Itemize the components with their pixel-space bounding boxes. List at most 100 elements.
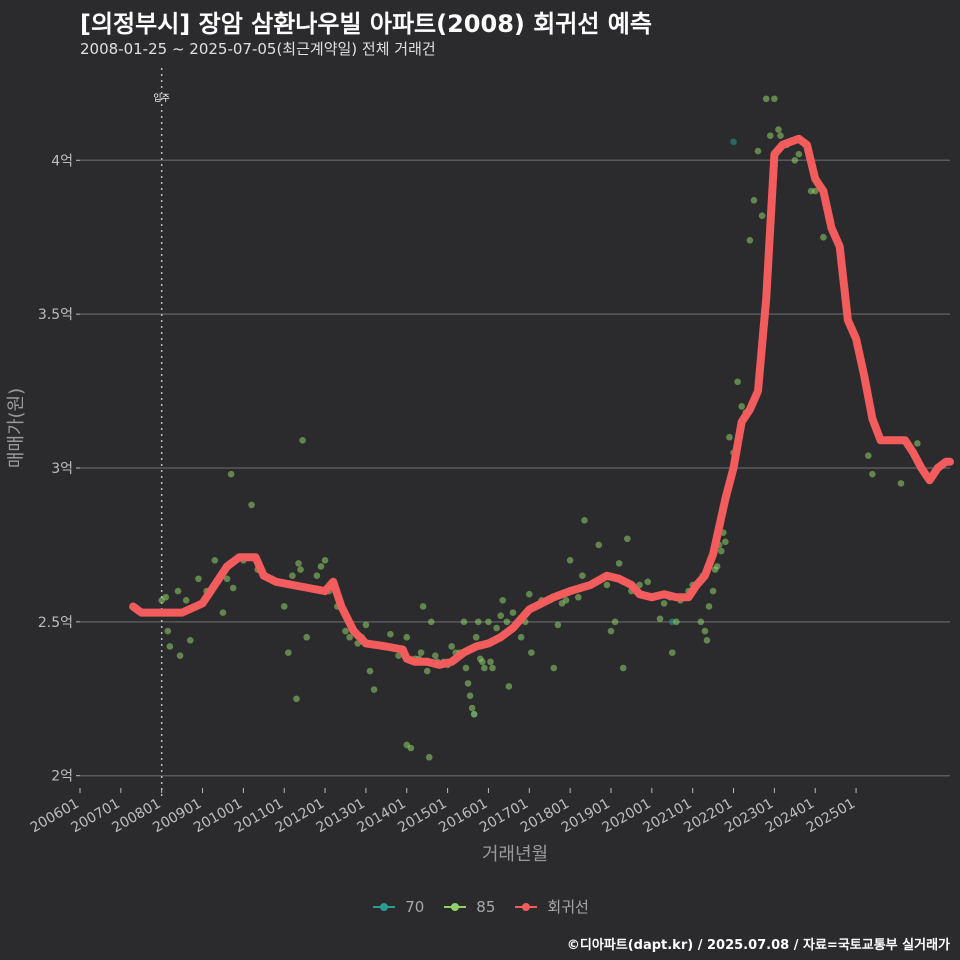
point-85-115: [703, 637, 711, 644]
point-85-104: [656, 615, 664, 623]
point-85-5: [176, 652, 184, 659]
legend-key-70: [371, 897, 397, 917]
point-85-61: [462, 664, 470, 672]
point-85-43: [387, 630, 394, 638]
point-85-98: [615, 560, 623, 567]
point-85-105: [660, 600, 668, 607]
regression-line: [129, 134, 954, 669]
point-85-94: [595, 541, 603, 549]
point-85-9: [195, 575, 202, 583]
y-axis-title: 매매가(원): [6, 388, 27, 468]
point-85-145: [869, 470, 876, 478]
chart-subtitle: 2008-01-25 ~ 2025-07-05(최근계약일) 전체 거래건: [80, 40, 436, 58]
point-85-135: [771, 95, 778, 103]
point-85-132: [758, 212, 766, 219]
point-85-97: [611, 618, 619, 626]
point-85-79: [509, 609, 517, 616]
footer-credit: ©디아파트(dapt.kr) / 2025.07.08 / 자료=국토교통부 실…: [566, 938, 950, 953]
point-85-80: [517, 633, 525, 641]
point-85-64: [468, 704, 476, 712]
point-85-90: [566, 557, 574, 564]
point-85-66: [472, 633, 480, 641]
point-85-89: [562, 597, 570, 604]
point-85-126: [734, 378, 741, 386]
point-85-31: [317, 563, 325, 570]
point-85-107: [668, 649, 676, 656]
point-85-108: [673, 618, 680, 626]
y-tick-label-2: 3억: [51, 461, 73, 477]
y-tick-label-3: 3.5억: [38, 307, 73, 323]
point-85-117: [709, 587, 717, 595]
point-85-57: [448, 643, 455, 650]
point-85-22: [280, 603, 288, 610]
point-85-78: [505, 683, 513, 690]
y-tick-label-1: 2.5억: [38, 615, 73, 631]
point-85-69: [479, 658, 486, 666]
annotation-group: 입주: [153, 68, 170, 798]
point-85-60: [460, 618, 468, 626]
legend-key-regression: [513, 897, 539, 917]
legend-label-70: 70: [405, 897, 425, 916]
x-axis-title: 거래년월: [482, 844, 548, 865]
point-85-36: [346, 633, 353, 641]
legend-item-70[interactable]: 70: [371, 896, 424, 917]
point-85-7: [186, 637, 194, 644]
point-85-41: [370, 686, 378, 693]
point-85-131: [754, 147, 762, 155]
point-85-70: [481, 664, 488, 672]
point-85-52: [427, 618, 435, 626]
point-85-35: [342, 627, 349, 635]
point-85-99: [619, 664, 627, 672]
legend: 70 85 회귀선: [0, 896, 960, 917]
point-85-1: [162, 593, 170, 601]
point-85-103: [644, 578, 652, 586]
regression-line-group: [129, 134, 954, 669]
point-85-39: [362, 621, 370, 629]
point-85-12: [219, 609, 227, 616]
point-85-91: [575, 593, 582, 601]
point-85-127: [738, 403, 745, 410]
point-85-116: [705, 603, 713, 610]
point-85-27: [297, 566, 304, 573]
point-85-137: [777, 132, 784, 139]
legend-item-85[interactable]: 85: [442, 896, 495, 917]
point-85-149: [407, 744, 415, 752]
point-85-136: [775, 126, 782, 133]
move-in-label: 입주: [153, 92, 170, 104]
point-85-44: [395, 652, 402, 659]
y-tick-label-0: 2억: [51, 769, 73, 785]
point-85-6: [182, 597, 190, 604]
legend-label-regression: 회귀선: [547, 898, 589, 916]
point-85-100: [624, 535, 631, 543]
point-85-45: [403, 633, 411, 641]
point-85-14: [227, 470, 235, 478]
point-85-119: [713, 563, 721, 570]
point-85-32: [321, 557, 329, 564]
point-85-124: [726, 433, 733, 441]
point-85-147: [914, 440, 921, 447]
grid-lines: [80, 159, 950, 777]
point-70-0: [730, 138, 737, 146]
point-85-129: [746, 237, 754, 244]
point-85-114: [701, 627, 709, 635]
y-tick-label-4: 4억: [51, 153, 73, 169]
legend-item-regression[interactable]: 회귀선: [513, 896, 589, 917]
point-85-73: [489, 664, 496, 672]
chart-title: [의정부시] 장암 삼환나우빌 아파트(2008) 회귀선 예측: [80, 10, 652, 38]
point-85-76: [499, 597, 507, 604]
point-85-72: [487, 658, 494, 666]
point-85-134: [766, 132, 774, 139]
point-85-15: [229, 584, 237, 592]
point-85-53: [432, 652, 439, 659]
point-85-77: [503, 618, 511, 626]
point-85-11: [211, 557, 219, 564]
legend-label-85: 85: [476, 897, 496, 916]
point-85-96: [607, 627, 615, 635]
point-85-24: [289, 572, 296, 579]
scatter-points: [158, 95, 921, 761]
point-85-139: [791, 157, 799, 164]
point-85-83: [528, 649, 535, 656]
point-85-4: [174, 587, 182, 595]
point-85-29: [303, 633, 310, 641]
point-85-65: [470, 710, 478, 718]
